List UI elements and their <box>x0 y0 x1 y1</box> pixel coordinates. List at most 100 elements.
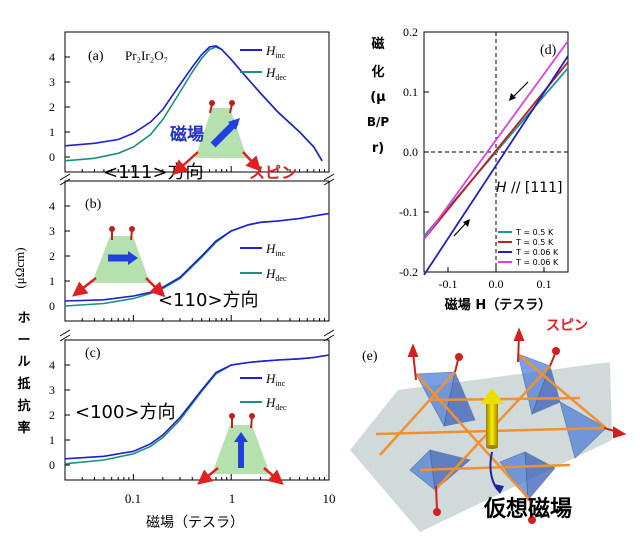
ytick-label: 1 <box>49 125 55 139</box>
panel-b-frame <box>64 180 330 322</box>
panel-c-axis: 0 1 2 3 4 <box>49 358 326 480</box>
tetra-inset-b <box>72 226 166 298</box>
d-xlabel: 磁場 H（テスラ） <box>445 297 551 313</box>
panel-a-legend: Hinc Hdec <box>240 43 287 82</box>
panel-c: (c) <100>方向 0 1 2 3 4 Hinc Hdec 0.1 1 10 磁場（… <box>49 339 336 531</box>
panel-d-lines <box>423 40 569 276</box>
legend-c-inc: Hinc <box>265 371 286 388</box>
tetra-inset-c <box>197 413 284 485</box>
x-axis-label-left: 磁場（テスラ） <box>146 515 244 531</box>
ytick-label: 1 <box>49 274 55 288</box>
panel-a-axis: 0 1 2 3 4 <box>49 50 326 172</box>
d-xtick-label: 0.0 <box>489 277 504 291</box>
ytick-label: 1 <box>49 433 55 447</box>
panel-b-direction: <110>方向 <box>158 290 259 311</box>
panel-c-legend: Hinc Hdec <box>240 371 287 412</box>
y-axis-label-left: (μΩcm) ホ ー ル 抵 抗 率 <box>12 247 31 436</box>
d-ylabel-1: 化 <box>371 64 384 80</box>
legend-a-inc: Hinc <box>265 43 286 60</box>
virtual-field-caption: 仮想磁場 <box>483 496 572 522</box>
series-line-h-inc <box>64 212 330 302</box>
d-ylabel-0: 磁 <box>371 36 384 52</box>
legend-b-dec: Hdec <box>265 266 287 283</box>
series-line-h-inc <box>64 44 323 162</box>
ytick-label: 2 <box>49 100 55 114</box>
ytick-label: 4 <box>49 50 55 64</box>
ytick-label: 4 <box>49 358 55 372</box>
y-kanji-1: ー <box>17 333 30 348</box>
legend-d-1: T = 0.5 K <box>515 238 554 247</box>
panel-a-label: (a) <box>88 49 104 64</box>
d-ylabel-2: (μ <box>370 90 386 105</box>
spin-label-a: スピン <box>249 163 297 182</box>
panel-a-lines <box>64 44 323 162</box>
axis-break-marks <box>59 173 335 342</box>
y-kanji-4: 抗 <box>17 398 30 414</box>
legend-d-0: T = 0.5 K <box>515 228 554 237</box>
ytick-label: 2 <box>49 249 55 263</box>
d-xtick-label: -0.1 <box>439 277 458 291</box>
series-line-h-inc <box>64 354 330 460</box>
ytick-label: 0 <box>49 150 55 164</box>
panel-b: (b) <110>方向 0 1 2 3 4 Hinc Hdec <box>49 180 330 322</box>
d-ylabel-4: r) <box>372 141 384 156</box>
d-series-line-0 <box>423 67 569 237</box>
tetra-inset-a: 磁場 スピン <box>170 100 297 182</box>
panel-d-legend: T = 0.5 K T = 0.5 K T = 0.06 K T = 0.06 … <box>498 228 559 267</box>
compound-formula: Pr₂Ir₂O₇ <box>125 48 168 63</box>
panel-c-label: (c) <box>85 346 101 361</box>
ytick-label: 0 <box>49 458 55 472</box>
panel-c-frame <box>64 339 330 481</box>
legend-c-dec: Hdec <box>265 395 287 412</box>
d-series-line-3 <box>423 40 569 240</box>
legend-a-dec: Hdec <box>265 65 287 82</box>
spin-label-e: スピン <box>546 318 588 334</box>
panel-b-lines <box>64 212 330 307</box>
panel-d-annotation: H // [111] <box>496 180 563 196</box>
sweep-arrow-down <box>511 81 529 99</box>
legend-d-2: T = 0.06 K <box>515 248 559 257</box>
field-label-a: 磁場 <box>170 124 204 145</box>
y-kanji-3: 抵 <box>17 376 30 392</box>
d-ytick-label: 0.2 <box>403 25 418 39</box>
d-series-line-2 <box>423 55 569 276</box>
legend-b-inc: Hinc <box>265 241 286 258</box>
d-ytick-label: 0.1 <box>403 85 418 99</box>
virtual-field-arrow <box>480 388 504 449</box>
xtick-0.1: 0.1 <box>125 491 141 506</box>
ytick-label: 3 <box>49 75 55 89</box>
panel-d: -0.2 -0.1 0.0 0.1 0.2 -0.1 0.0 0.1 (d) H // [11… <box>367 25 569 313</box>
panel-c-lines <box>64 354 330 465</box>
legend-d-3: T = 0.06 K <box>515 258 559 267</box>
panel-b-label: (b) <box>85 197 102 212</box>
d-xtick-label: 0.1 <box>537 277 552 291</box>
panel-b-axis: 0 1 2 3 4 <box>49 199 326 321</box>
ytick-label: 4 <box>49 199 55 213</box>
d-ytick-label: -0.2 <box>399 265 418 279</box>
ytick-label: 0 <box>49 299 55 313</box>
panel-c-direction: <100>方向 <box>75 402 176 423</box>
sweep-arrowhead-up <box>463 219 470 227</box>
ytick-label: 3 <box>49 224 55 238</box>
y-kanji-0: ホ <box>17 311 30 326</box>
xtick-10: 10 <box>323 491 336 506</box>
panel-a: (a) Pr₂Ir₂O₇ <111>方向 0 1 2 3 4 Hinc Hdec 磁場 … <box>49 31 330 183</box>
d-ytick-label: 0.0 <box>403 145 418 159</box>
panel-d-label: (d) <box>540 43 557 58</box>
panel-e: (e) <box>350 318 627 532</box>
ytick-label: 2 <box>49 408 55 422</box>
d-ytick-label: -0.1 <box>399 205 418 219</box>
panel-e-label: (e) <box>362 349 378 364</box>
xtick-1: 1 <box>229 491 236 506</box>
y-kanji-2: ル <box>17 355 30 370</box>
panel-a-frame <box>64 31 330 173</box>
sweep-arrowhead-down <box>509 93 516 101</box>
sweep-arrow-up <box>453 221 468 237</box>
y-kanji-5: 率 <box>17 420 30 436</box>
y-unit-label: (μΩcm) <box>12 247 27 288</box>
ytick-label: 3 <box>49 383 55 397</box>
panel-b-legend: Hinc Hdec <box>240 241 287 283</box>
panel-a-direction: <111>方向 <box>103 162 204 183</box>
d-ylabel-3: B/P <box>367 115 390 129</box>
